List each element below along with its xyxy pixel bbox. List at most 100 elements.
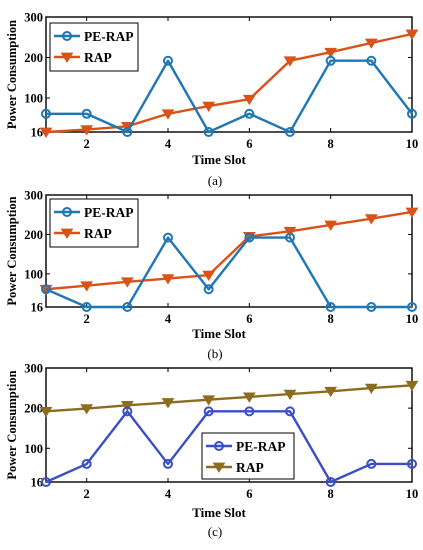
y-axis-label: Power Consumption bbox=[5, 196, 19, 305]
data-point bbox=[161, 274, 175, 285]
data-point bbox=[324, 220, 338, 231]
data-point bbox=[163, 458, 173, 469]
legend-label: RAP bbox=[84, 226, 112, 241]
y-tick-label: 16 bbox=[31, 126, 44, 140]
series-line bbox=[45, 410, 412, 484]
chart-panel-b: 16 100 200 300 2 4 6 8 10 Time Slot Power Consumpt… bbox=[5, 189, 419, 361]
legend: PE-RAP RAP bbox=[49, 198, 139, 248]
data-point bbox=[283, 389, 297, 400]
data-point bbox=[364, 38, 378, 49]
data-point bbox=[203, 406, 214, 417]
legend-box bbox=[201, 432, 295, 480]
y-tick-label: 300 bbox=[24, 362, 43, 376]
data-point bbox=[366, 458, 377, 469]
plot-frame bbox=[45, 16, 413, 133]
data-point bbox=[122, 302, 133, 312]
panel-caption: (b) bbox=[207, 346, 222, 361]
data-point bbox=[405, 29, 419, 40]
data-point bbox=[39, 127, 53, 138]
series-pe-rap bbox=[41, 55, 417, 137]
legend-marker bbox=[60, 228, 74, 239]
x-tick-label: 10 bbox=[406, 487, 419, 501]
data-point bbox=[41, 108, 51, 119]
legend: PE-RAP RAP bbox=[49, 22, 139, 72]
x-tick-label: 10 bbox=[406, 137, 419, 151]
series-rap bbox=[39, 29, 419, 138]
y-tick-label: 200 bbox=[24, 228, 43, 242]
data-point bbox=[41, 284, 51, 295]
x-tick-label: 8 bbox=[328, 137, 334, 151]
data-point bbox=[283, 226, 297, 238]
data-point bbox=[120, 400, 134, 412]
series-pe-rap bbox=[41, 406, 417, 487]
data-point bbox=[242, 392, 256, 403]
data-point bbox=[202, 101, 216, 112]
legend-label: RAP bbox=[84, 50, 112, 65]
series-rap bbox=[39, 380, 419, 418]
plot-frame bbox=[45, 367, 413, 483]
x-axis-label: Time Slot bbox=[192, 326, 246, 341]
legend-label: PE-RAP bbox=[84, 205, 134, 220]
data-point bbox=[244, 406, 255, 417]
data-point bbox=[283, 56, 297, 67]
legend-marker bbox=[62, 207, 72, 217]
plot-frame bbox=[45, 194, 413, 308]
data-point bbox=[80, 125, 94, 136]
y-tick-label: 100 bbox=[24, 442, 43, 456]
series-line bbox=[45, 384, 413, 413]
data-point bbox=[41, 477, 51, 487]
data-point bbox=[364, 383, 378, 394]
data-point bbox=[163, 55, 173, 66]
data-point bbox=[285, 406, 295, 417]
data-point bbox=[242, 94, 256, 106]
y-tick-label: 200 bbox=[24, 402, 43, 416]
data-point bbox=[405, 207, 419, 218]
series-pe-rap bbox=[41, 232, 417, 312]
legend-box bbox=[49, 198, 139, 248]
y-axis-label: Power Consumption bbox=[5, 20, 19, 129]
data-point bbox=[244, 232, 255, 243]
y-tick-label: 16 bbox=[31, 301, 44, 315]
data-point bbox=[80, 281, 94, 292]
series-line bbox=[45, 210, 413, 291]
data-point bbox=[244, 108, 255, 119]
legend-label: PE-RAP bbox=[84, 29, 134, 44]
x-tick-label: 4 bbox=[165, 487, 172, 501]
data-point bbox=[325, 302, 336, 312]
legend-label: RAP bbox=[236, 460, 264, 475]
x-tick-label: 6 bbox=[246, 312, 252, 326]
data-point bbox=[325, 477, 336, 487]
x-tick-label: 6 bbox=[246, 487, 252, 501]
panel-caption: (c) bbox=[208, 524, 222, 539]
chart-panel-c: 16 100 200 300 2 4 6 8 10 Time Slot Power Consumpt… bbox=[5, 362, 419, 539]
data-point bbox=[122, 406, 133, 417]
x-tick-label: 6 bbox=[246, 137, 252, 151]
data-point bbox=[203, 127, 214, 137]
legend-marker bbox=[60, 52, 74, 63]
legend-marker bbox=[212, 462, 226, 473]
x-tick-label: 4 bbox=[165, 137, 172, 151]
data-point bbox=[122, 127, 133, 137]
y-tick-label: 16 bbox=[31, 476, 44, 490]
data-point bbox=[407, 458, 417, 469]
legend-marker bbox=[62, 31, 72, 41]
x-tick-label: 2 bbox=[84, 487, 90, 501]
x-tick-label: 2 bbox=[84, 312, 90, 326]
data-point bbox=[120, 277, 134, 288]
data-point bbox=[407, 108, 417, 119]
data-point bbox=[39, 407, 53, 418]
y-tick-label: 200 bbox=[24, 51, 43, 65]
series-line bbox=[45, 236, 412, 309]
x-tick-label: 8 bbox=[328, 312, 334, 326]
data-point bbox=[325, 55, 336, 66]
legend-box bbox=[49, 22, 139, 72]
x-tick-label: 10 bbox=[406, 312, 419, 326]
y-axis-label: Power Consumption bbox=[5, 370, 19, 479]
legend-label: PE-RAP bbox=[236, 439, 286, 454]
data-point bbox=[366, 302, 377, 312]
data-point bbox=[161, 398, 175, 409]
data-point bbox=[405, 380, 419, 392]
series-line bbox=[46, 59, 413, 134]
data-point bbox=[285, 127, 295, 137]
